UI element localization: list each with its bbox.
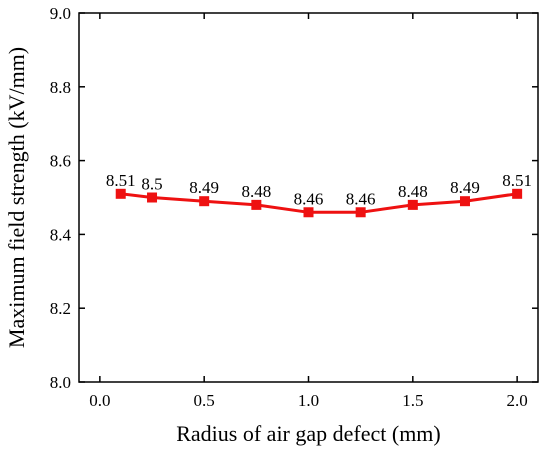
data-point (199, 196, 210, 207)
data-label: 8.51 (502, 171, 532, 190)
y-tick-label: 8.8 (50, 78, 71, 97)
data-point (251, 199, 262, 210)
x-tick-label: 1.0 (298, 391, 319, 410)
y-tick-label: 9.0 (50, 4, 71, 23)
data-point (512, 188, 523, 199)
data-point (115, 188, 126, 199)
y-axis-title: Maximum field strength (kV/mm) (4, 47, 29, 348)
data-label: 8.46 (346, 189, 376, 208)
data-label: 8.48 (241, 182, 271, 201)
x-tick-label: 0.0 (89, 391, 110, 410)
data-label: 8.48 (398, 182, 428, 201)
data-label: 8.46 (294, 189, 324, 208)
x-axis-title: Radius of air gap defect (mm) (176, 421, 441, 446)
data-label: 8.51 (106, 171, 136, 190)
data-label: 8.49 (189, 178, 219, 197)
data-label: 8.5 (141, 175, 162, 194)
y-tick-label: 8.6 (50, 152, 71, 171)
x-tick-label: 2.0 (507, 391, 528, 410)
x-tick-label: 1.5 (402, 391, 423, 410)
y-tick-label: 8.2 (50, 299, 71, 318)
x-tick-label: 0.5 (194, 391, 215, 410)
data-point (355, 207, 366, 218)
data-point (303, 207, 314, 218)
data-point (407, 199, 418, 210)
data-label: 8.49 (450, 178, 480, 197)
y-tick-label: 8.4 (50, 225, 72, 244)
data-point (459, 196, 470, 207)
y-tick-label: 8.0 (50, 373, 71, 392)
data-point (147, 192, 158, 203)
